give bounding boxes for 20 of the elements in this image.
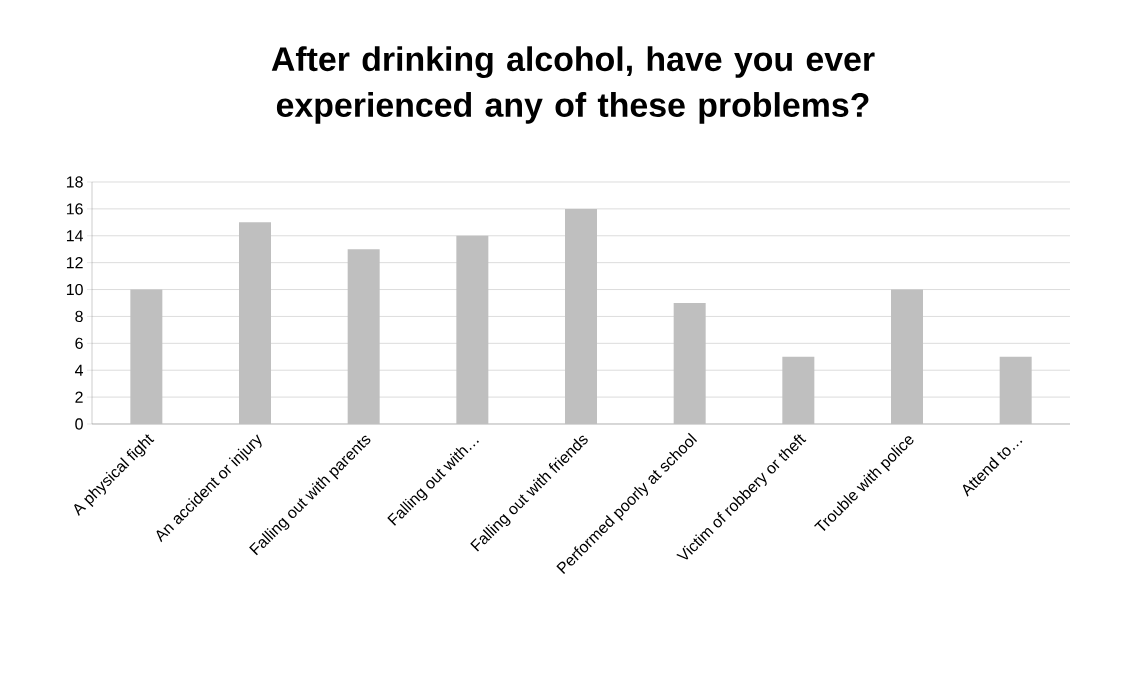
y-tick-label: 16 [66, 203, 83, 215]
bar [999, 356, 1032, 424]
y-tick-label: 6 [75, 337, 83, 349]
y-tick-label: 8 [75, 310, 83, 323]
bar [565, 208, 597, 424]
bar [782, 356, 815, 424]
chart-title: After drinking alcohol, have you ever experienced any of these problems? [271, 46, 875, 124]
y-tick-label: 4 [74, 364, 84, 376]
y-tick-label: 12 [66, 257, 83, 269]
bar [130, 289, 163, 424]
bar [891, 289, 924, 424]
y-tick-label: 2 [75, 391, 83, 403]
bar [456, 235, 489, 424]
y-tick-label: 10 [66, 283, 83, 296]
y-tick-label: 0 [75, 418, 83, 430]
y-tick-label: 14 [66, 230, 84, 242]
y-tick-label: 18 [66, 176, 83, 188]
bar [239, 222, 272, 424]
bar [347, 249, 380, 424]
bar [673, 302, 706, 424]
